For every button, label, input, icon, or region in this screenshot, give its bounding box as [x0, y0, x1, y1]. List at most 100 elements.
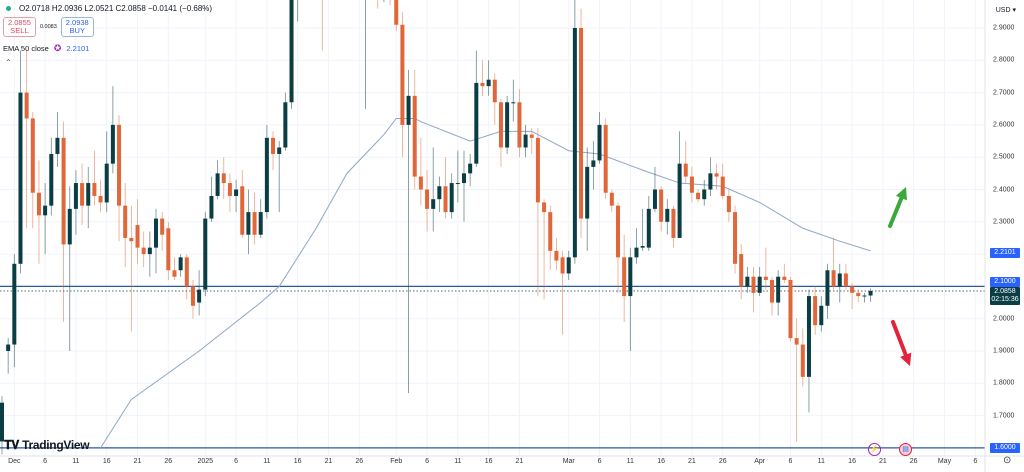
time-axis-label: 6	[234, 458, 239, 465]
price-axis-label: 2.5000	[993, 153, 1015, 161]
candle-down	[609, 192, 614, 206]
candle-up	[234, 189, 239, 196]
candle-up	[640, 246, 645, 248]
candle-down	[763, 276, 768, 280]
time-axis-label: 26	[718, 458, 727, 465]
candle-up	[283, 102, 288, 148]
candle-down	[671, 208, 676, 238]
candle-down	[412, 95, 417, 177]
candle-up	[43, 205, 48, 216]
us-flag-event-icon[interactable]: ▤	[899, 443, 912, 456]
last-price: 2.0858	[994, 288, 1016, 295]
candle-up	[104, 163, 109, 203]
candle-down	[603, 124, 608, 193]
time-axis-label: 21	[324, 458, 333, 465]
time-axis-label: 16	[484, 458, 493, 465]
candle-up	[203, 218, 208, 290]
candle-down	[418, 176, 423, 190]
candle-up	[215, 173, 220, 196]
time-axis-label: Dec	[8, 458, 21, 465]
currency-selector[interactable]: USD ▾	[995, 7, 1016, 14]
candle-up	[449, 183, 454, 213]
candle-up	[73, 183, 78, 209]
buy-button[interactable]: 2.0938 BUY	[60, 17, 94, 37]
candle-up	[757, 276, 762, 293]
indicator-settings-icon[interactable]: ✪	[53, 43, 62, 53]
time-axis-label: 6	[973, 458, 978, 465]
candle-up	[462, 173, 466, 184]
event-lightning-icon[interactable]: ⚡	[868, 443, 881, 456]
candle-down	[160, 218, 165, 235]
ohlc-legend: O2.0718 H2.0936 L2.0521 C2.0858 −0.0141 …	[6, 4, 212, 13]
price-axis-label: 1.8000	[993, 379, 1015, 387]
sell-price: 2.0855	[8, 18, 31, 27]
candle-up	[264, 137, 269, 213]
trade-panel: 2.0855 SELL 0.0083 2.0938 BUY	[3, 17, 94, 37]
candle-down	[714, 173, 719, 177]
price-axis-label: 1.7000	[993, 412, 1015, 420]
candle-down	[400, 24, 405, 125]
candle-down	[221, 173, 226, 184]
candle-up	[154, 218, 158, 248]
candle-up	[277, 147, 282, 154]
candle-down	[800, 344, 805, 377]
candle-up	[634, 247, 639, 258]
candle-up	[246, 212, 251, 235]
candle-up	[486, 79, 491, 87]
candle-down	[739, 254, 744, 287]
candle-down	[271, 137, 276, 154]
candle-down	[30, 118, 35, 193]
candle-down	[696, 192, 701, 200]
candle-down	[141, 247, 146, 255]
ema-value: 2.2101	[66, 44, 90, 53]
down-arrow-icon-shaft	[891, 320, 908, 357]
buy-label: BUY	[69, 26, 85, 35]
candle-up	[745, 276, 750, 287]
candle-up	[86, 183, 91, 206]
auto-scale-settings-icon[interactable]: ⊙	[1003, 455, 1012, 466]
candle-down	[492, 79, 497, 103]
time-axis-label: May	[937, 458, 952, 465]
candle-down	[240, 186, 245, 235]
candle-down	[794, 338, 799, 345]
candle-down	[184, 257, 189, 287]
candle-down	[554, 250, 559, 261]
ema-label: EMA 50 close	[3, 44, 49, 53]
time-axis-label: 11	[454, 458, 462, 465]
market-status-icon	[6, 6, 11, 11]
up-arrow-icon	[888, 187, 907, 228]
candle-up	[572, 28, 577, 258]
ema-price-badge: 2.2101	[990, 248, 1020, 258]
candle-down	[751, 276, 756, 293]
candle-up	[67, 208, 72, 245]
candle-up	[511, 102, 516, 104]
candle-down	[425, 189, 430, 209]
candle-down	[548, 212, 553, 251]
price-axis-label: 2.0000	[993, 315, 1015, 323]
collapse-legend-button[interactable]: ⌃	[2, 57, 15, 68]
candle-down	[252, 212, 257, 235]
sell-button[interactable]: 2.0855 SELL	[3, 17, 36, 37]
candle-down	[616, 205, 620, 258]
candle-down	[813, 296, 818, 326]
time-axis-label: 26	[164, 458, 173, 465]
candle-down	[498, 102, 503, 148]
time-axis-label: 2025	[197, 458, 214, 465]
candle-down	[172, 270, 177, 277]
candle-up	[597, 124, 602, 161]
ema-indicator-legend[interactable]: EMA 50 close ✪ 2.2101	[3, 43, 89, 54]
candle-down	[117, 124, 122, 206]
candle-up	[677, 163, 682, 238]
candle-down	[622, 257, 627, 297]
candle-down	[579, 28, 584, 219]
candle-down	[733, 212, 738, 264]
up-arrow-icon-shaft	[888, 196, 904, 228]
candle-down	[683, 163, 688, 177]
candle-up	[147, 247, 152, 255]
plot-area	[0, 0, 985, 456]
candle-down	[98, 195, 103, 203]
time-axis-label: 21	[515, 458, 524, 465]
candle-down	[166, 228, 171, 271]
candle-down	[831, 270, 836, 287]
